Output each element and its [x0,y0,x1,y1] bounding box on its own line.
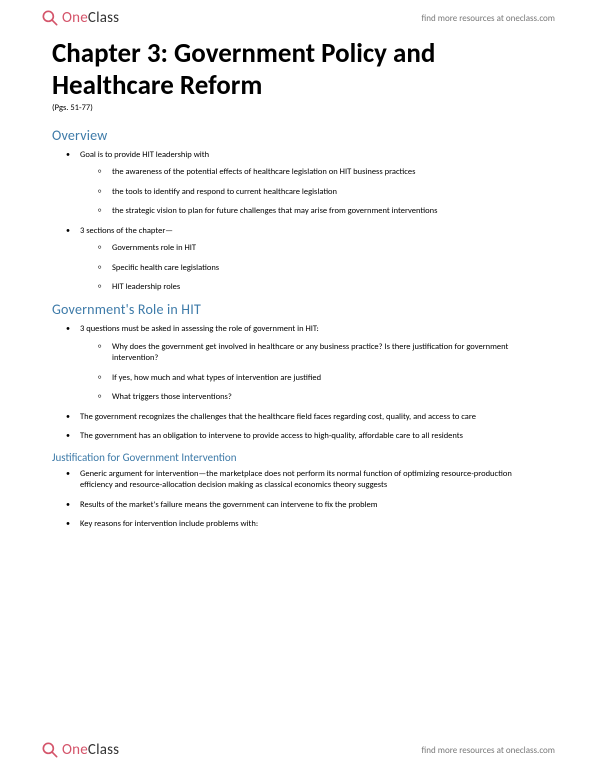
brand-one: One [62,9,88,27]
list-text: 3 questions must be asked in assessing t… [80,324,319,334]
document-content: Chapter 3: Government Policy and Healthc… [0,32,595,531]
heading-govrole: Government's Role in HIT [52,301,543,318]
list-item: Results of the market's failure means th… [80,500,543,511]
header-tagline: find more resources at oneclass.com [422,13,555,24]
govrole-list: 3 questions must be asked in assessing t… [52,324,543,442]
list-item: The government has an obligation to inte… [80,431,543,442]
list-item: the awareness of the potential effects o… [112,167,543,178]
heading-overview: Overview [52,127,543,144]
brand-icon [40,8,60,28]
page-range: (Pgs. 51-77) [52,103,543,113]
list-text: Goal is to provide HIT leadership with [80,150,209,160]
brand-text: OneClass [62,9,119,27]
list-item: If yes, how much and what types of inter… [112,373,543,384]
list-item: 3 sections of the chapter— Governments r… [80,226,543,294]
heading-justification: Justification for Government Interventio… [52,451,543,464]
list-item: Why does the government get involved in … [112,342,543,365]
list-item: Generic argument for intervention—the ma… [80,469,543,492]
footer-tagline: find more resources at oneclass.com [422,745,555,756]
list-item: What triggers those interventions? [112,392,543,403]
page-footer: OneClass find more resources at oneclass… [0,734,595,770]
list-item: the tools to identify and respond to cur… [112,187,543,198]
brand-icon [40,740,60,760]
sublist: Governments role in HIT Specific health … [80,243,543,293]
justification-list: Generic argument for intervention—the ma… [52,469,543,531]
list-item: the strategic vision to plan for future … [112,206,543,217]
list-item: Key reasons for intervention include pro… [80,519,543,530]
list-text: 3 sections of the chapter— [80,226,173,236]
brand-class: Class [88,741,119,759]
brand-class: Class [88,9,119,27]
list-item: The government recognizes the challenges… [80,412,543,423]
list-item: HIT leadership roles [112,282,543,293]
list-item: Goal is to provide HIT leadership with t… [80,150,543,218]
sublist: the awareness of the potential effects o… [80,167,543,217]
list-item: Specific health care legislations [112,263,543,274]
sublist: Why does the government get involved in … [80,342,543,404]
overview-list: Goal is to provide HIT leadership with t… [52,150,543,294]
page-header: OneClass find more resources at oneclass… [0,0,595,32]
brand-logo: OneClass [40,8,119,28]
brand-logo-footer: OneClass [40,740,119,760]
brand-one: One [62,741,88,759]
list-item: Governments role in HIT [112,243,543,254]
chapter-title: Chapter 3: Government Policy and Healthc… [52,38,543,102]
brand-text: OneClass [62,741,119,759]
list-item: 3 questions must be asked in assessing t… [80,324,543,403]
